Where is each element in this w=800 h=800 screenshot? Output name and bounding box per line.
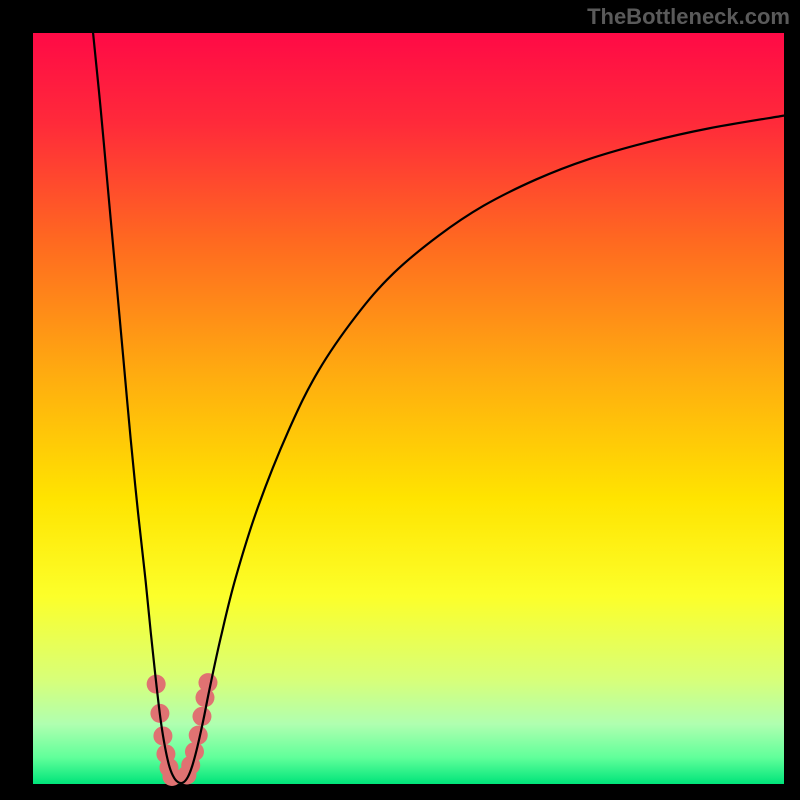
bottleneck-curve	[93, 33, 784, 783]
curve-layer	[33, 33, 784, 784]
marker-dot	[198, 673, 217, 692]
chart-canvas: TheBottleneck.com	[0, 0, 800, 800]
watermark-text: TheBottleneck.com	[587, 4, 790, 30]
plot-area	[33, 33, 784, 784]
